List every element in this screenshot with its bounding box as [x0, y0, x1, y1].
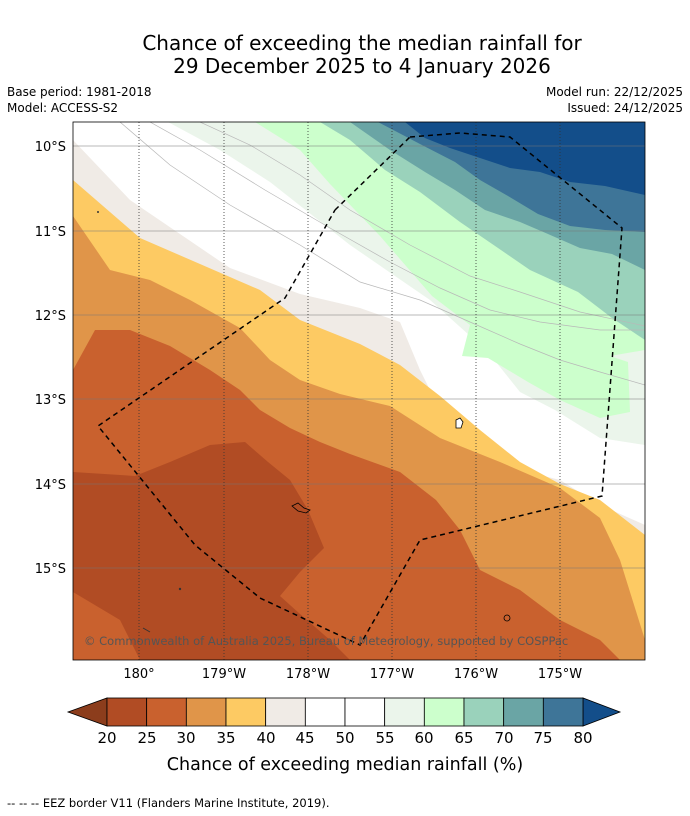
colorbar-cell-50_55 [344, 697, 386, 727]
lon-label: 177°W [370, 667, 414, 682]
island-6 [142, 627, 151, 633]
issued-date: Issued: 24/12/2025 [567, 101, 683, 115]
colorbar-tick: 40 [256, 729, 275, 747]
island-2 [291, 502, 311, 514]
lat-label: 14°S [35, 478, 66, 493]
colorbar-tick: 80 [573, 729, 592, 747]
colorbar-cell-45_50 [304, 697, 346, 727]
colorbar-tick: 35 [216, 729, 235, 747]
lon-label: 175°W [538, 667, 582, 682]
colorbar-tick: 45 [295, 729, 314, 747]
colorbar-tick: 70 [494, 729, 513, 747]
colorbar-cells [106, 697, 584, 727]
colorbar-high-arrow [582, 697, 622, 727]
lat-label: 13°S [35, 393, 66, 408]
lat-label: 11°S [35, 225, 66, 240]
lon-label: 178°W [286, 667, 330, 682]
chart-title: Chance of exceeding the median rainfall … [0, 32, 690, 78]
map-area: © Commonwealth of Australia 2025, Bureau… [73, 122, 645, 660]
colorbar-cell-35_40 [225, 697, 267, 727]
meta-right: Model run: 22/12/2025 Issued: 24/12/2025 [546, 84, 683, 116]
island-1 [455, 417, 464, 429]
band-20-25 [73, 442, 350, 660]
lon-label: 176°W [454, 667, 498, 682]
meta-left: Base period: 1981-2018 Model: ACCESS-S2 [7, 84, 152, 116]
colorbar-tick: 60 [414, 729, 433, 747]
eez-border [96, 132, 623, 646]
colorbar-label: Chance of exceeding median rainfall (%) [167, 755, 523, 775]
lon-label: 180° [123, 667, 154, 682]
colorbar-cell-60_65 [423, 697, 465, 727]
eez-legend-note: -- -- -- EEZ border V11 (Flanders Marine… [7, 796, 330, 810]
colorbar-tick: 20 [97, 729, 116, 747]
colorbar-ticks: 20 25 30 35 40 45 50 55 60 65 70 75 80 [97, 729, 592, 747]
colorbar-tick: 75 [533, 729, 552, 747]
copyright-text: © Commonwealth of Australia 2025, Bureau… [84, 634, 568, 648]
colorbar-tick: 30 [176, 729, 195, 747]
lon-label: 179°W [202, 667, 246, 682]
colorbar-cell-55_60 [384, 697, 425, 727]
colorbar-tick: 65 [454, 729, 473, 747]
base-period: Base period: 1981-2018 [7, 85, 152, 99]
lat-label: 12°S [35, 309, 66, 324]
colorbar-cell-65_70 [463, 697, 505, 727]
colorbar-cell-20_25 [106, 697, 148, 727]
model-run: Model run: 22/12/2025 [545, 85, 683, 99]
map-frame [72, 121, 646, 661]
island-4 [178, 587, 182, 591]
colorbar-tick: 55 [375, 729, 394, 747]
lat-label: 15°S [35, 562, 66, 577]
colorbar-cell-25_30 [146, 697, 187, 727]
lat-labels: 10°S 11°S 12°S 13°S 14°S 15°S [35, 140, 66, 577]
colorbar-cell-70_75 [503, 697, 544, 727]
lon-labels: 180° 179°W 178°W 177°W 176°W 175°W [123, 667, 582, 682]
colorbar-low-arrow [66, 697, 108, 727]
title-line-1: Chance of exceeding the median rainfall … [142, 31, 582, 55]
gridlines [73, 145, 645, 569]
model-name: Model: ACCESS-S2 [7, 101, 119, 115]
island-5 [97, 211, 99, 213]
colorbar: 20 25 30 35 40 45 50 55 60 65 70 75 80 C… [66, 697, 622, 775]
colorbar-cell-30_35 [185, 697, 227, 727]
colorbar-cell-75_80 [542, 697, 584, 727]
lat-label: 10°S [35, 140, 66, 155]
island-3 [503, 614, 511, 622]
band-above-80 [405, 122, 645, 195]
colorbar-tick: 25 [137, 729, 156, 747]
colorbar-tick: 50 [335, 729, 354, 747]
colorbar-cell-40_45 [265, 697, 306, 727]
title-line-2: 29 December 2025 to 4 January 2026 [173, 54, 551, 78]
